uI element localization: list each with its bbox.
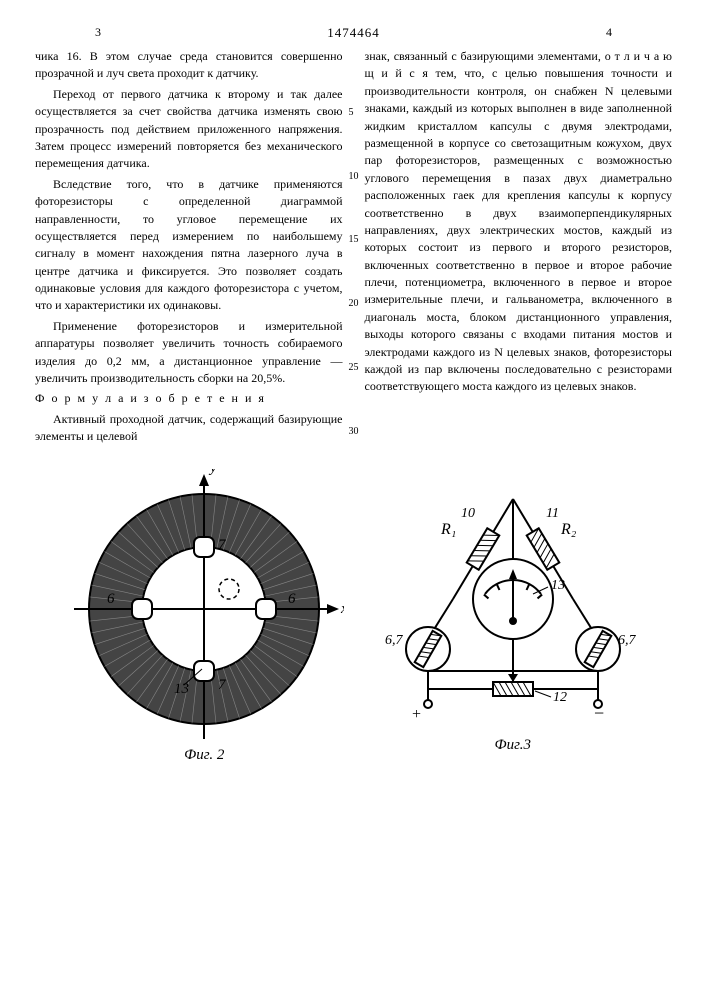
- svg-text:10: 10: [461, 506, 475, 521]
- svg-text:12: 12: [553, 690, 567, 705]
- c1-p1: чика 16. В этом случае среда становится …: [35, 48, 343, 83]
- c1-p5: Активный проходной датчик, содержащий ба…: [35, 411, 343, 446]
- page-num-right: 4: [606, 25, 612, 40]
- line-number: 30: [349, 425, 359, 440]
- column-1: чика 16. В этом случае среда становится …: [35, 48, 343, 449]
- column-2: знак, связанный с базирующими элементами…: [365, 48, 673, 449]
- figures-row: yx667713 Фиг. 2 R₁R₂1011136,76,712+− Фиг…: [35, 469, 672, 764]
- svg-text:R₁: R₁: [440, 521, 456, 538]
- c1-p2: Переход от первого датчика к второму и т…: [35, 86, 343, 173]
- svg-text:13: 13: [174, 681, 189, 697]
- line-number: 25: [349, 361, 359, 376]
- svg-text:6: 6: [107, 591, 115, 607]
- formula-heading: Ф о р м у л а и з о б р е т е н и я: [35, 390, 343, 407]
- svg-text:−: −: [594, 703, 604, 723]
- text-columns: чика 16. В этом случае среда становится …: [35, 48, 672, 449]
- page-num-left: 3: [95, 25, 101, 40]
- svg-text:x: x: [340, 601, 344, 617]
- c1-p4: Применение фоторезисторов и измерительно…: [35, 318, 343, 388]
- line-number: 15: [349, 233, 359, 248]
- figure-2: yx667713 Фиг. 2: [64, 469, 344, 764]
- svg-text:11: 11: [546, 506, 559, 521]
- svg-text:6,7: 6,7: [618, 633, 637, 648]
- svg-text:+: +: [412, 706, 421, 723]
- svg-text:R₂: R₂: [560, 521, 577, 538]
- fig2-svg: yx667713: [64, 469, 344, 739]
- svg-text:y: y: [208, 469, 217, 476]
- svg-text:6,7: 6,7: [385, 633, 404, 648]
- c2-p1: знак, связанный с базирующими элементами…: [365, 48, 673, 396]
- c1-p3: Вследствие того, что в датчике применяют…: [35, 176, 343, 315]
- svg-text:6: 6: [288, 591, 296, 607]
- fig3-svg: R₁ R₂ 10 11 13 6,7 6,7 12 + −: [383, 479, 643, 729]
- figure-3: R₁ R₂ 10 11 13 6,7 6,7 12 + − Фиг.3: [383, 479, 643, 754]
- line-number: 10: [349, 170, 359, 185]
- fig3-caption: Фиг.3: [383, 737, 643, 754]
- svg-text:13: 13: [551, 578, 565, 593]
- line-number: 20: [349, 297, 359, 312]
- line-number: 5: [349, 106, 354, 121]
- fig2-caption: Фиг. 2: [64, 747, 344, 764]
- patent-number: 1474464: [327, 25, 380, 41]
